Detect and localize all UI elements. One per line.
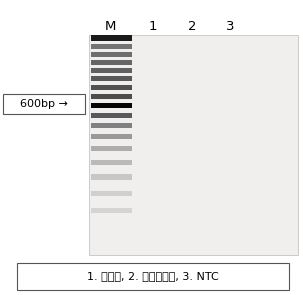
- Text: 3: 3: [226, 20, 235, 33]
- FancyBboxPatch shape: [3, 94, 85, 114]
- Bar: [91, 208, 132, 214]
- Bar: [91, 52, 132, 57]
- Bar: [91, 112, 132, 117]
- FancyBboxPatch shape: [17, 263, 289, 290]
- FancyBboxPatch shape: [89, 35, 298, 255]
- Bar: [91, 44, 132, 49]
- Text: M: M: [105, 20, 116, 33]
- Bar: [91, 85, 132, 90]
- Text: 2: 2: [188, 20, 197, 33]
- Bar: [91, 123, 132, 128]
- Bar: [91, 134, 132, 139]
- Bar: [91, 160, 132, 165]
- Bar: [91, 35, 132, 41]
- Bar: [91, 76, 132, 81]
- Text: 1: 1: [149, 20, 157, 33]
- Bar: [91, 147, 132, 152]
- Bar: [91, 36, 132, 41]
- Bar: [91, 191, 132, 196]
- Text: 600bp →: 600bp →: [20, 99, 68, 109]
- Bar: [91, 94, 132, 99]
- Bar: [91, 174, 132, 179]
- Bar: [91, 68, 132, 73]
- Text: 1. 줄새우, 2. 징거미새우, 3. NTC: 1. 줄새우, 2. 징거미새우, 3. NTC: [87, 271, 219, 281]
- Bar: [91, 103, 132, 108]
- Bar: [91, 60, 132, 65]
